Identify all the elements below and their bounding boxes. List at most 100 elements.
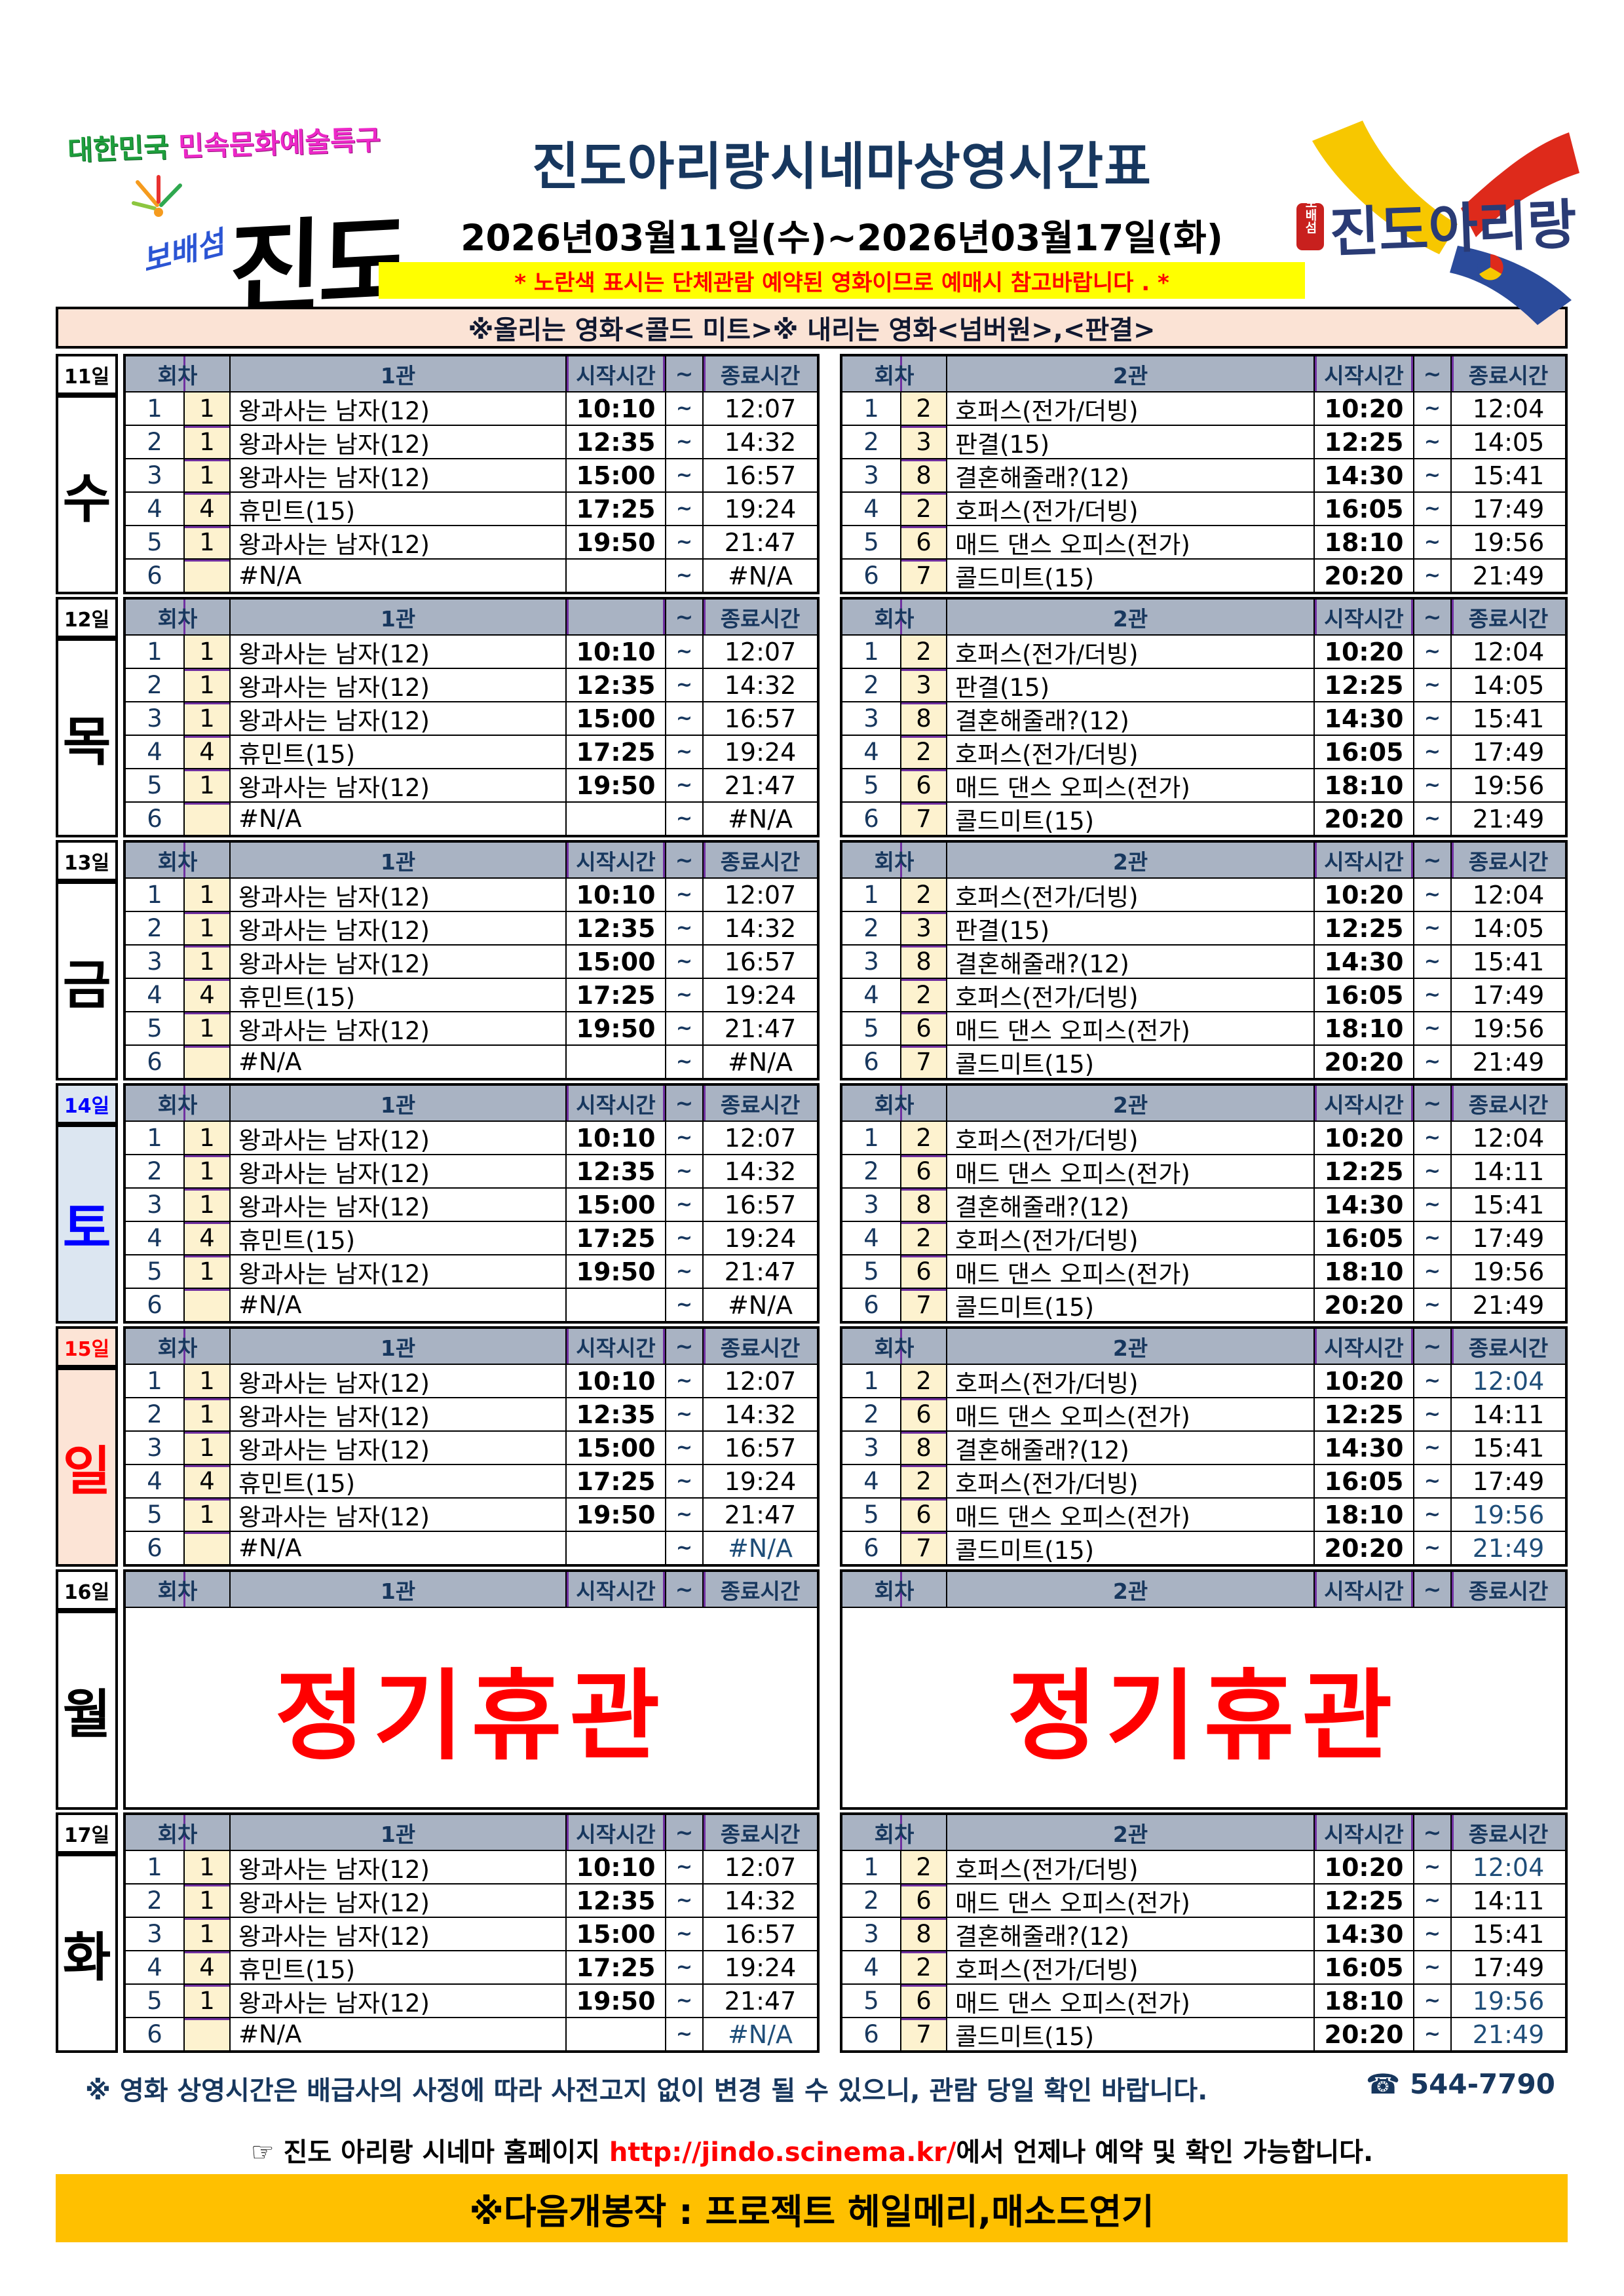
movie-title: 왕과사는 남자(12): [231, 912, 565, 944]
end-time: 16:57: [704, 459, 817, 491]
tilde: ~: [666, 1532, 702, 1564]
tilde: ~: [666, 392, 702, 425]
taegeuk-swirl-icon: [1477, 254, 1503, 280]
movie-title: 호퍼스(전가/더빙): [947, 1951, 1313, 1983]
end-time: 21:49: [1452, 1289, 1565, 1321]
tilde: ~: [666, 1155, 702, 1187]
col-header-start: 시작시간: [1315, 600, 1413, 634]
tilde: ~: [666, 1985, 702, 2017]
end-time: 21:47: [704, 769, 817, 801]
screen-code: 1: [185, 636, 229, 668]
screen-code: 1: [185, 1189, 229, 1221]
movie-title: 왕과사는 남자(12): [231, 1189, 565, 1221]
seal-text: 보배섬: [1303, 197, 1317, 234]
end-time: 12:07: [704, 1851, 817, 1883]
col-header-start: 시작시간: [1315, 843, 1413, 877]
end-time: 21:49: [1452, 2018, 1565, 2050]
col-header-end: 종료시간: [1452, 600, 1565, 634]
date-range: 2026년03월11일(수)~2026년03월17일(화): [461, 217, 1223, 259]
tilde: ~: [666, 1012, 702, 1044]
col-header-round: 회차: [126, 1329, 229, 1364]
disclaimer-notice: ※ 영화 상영시간은 배급사의 사정에 따라 사전고지 없이 변경 될 수 있으…: [85, 2076, 1208, 2106]
start-time: 15:00: [567, 1432, 665, 1464]
start-time: 14:30: [1315, 946, 1413, 978]
tilde: ~: [1414, 1046, 1450, 1078]
start-time: 20:20: [1315, 1532, 1413, 1564]
end-time: 19:24: [704, 1465, 817, 1497]
movie-title: 결혼해줄래?(12): [947, 459, 1313, 491]
end-time: #N/A: [704, 803, 817, 835]
homepage-url[interactable]: http://jindo.scinema.kr/: [609, 2137, 956, 2168]
start-time: 16:05: [1315, 979, 1413, 1011]
col-header-tilde: ~: [1414, 843, 1450, 877]
end-time: 21:47: [704, 1499, 817, 1531]
yellow-highlight-notice: * 노란색 표시는 단체관람 예약된 영화이므로 예매시 참고바랍니다 . *: [379, 262, 1305, 299]
tilde: ~: [1414, 1532, 1450, 1564]
tilde: ~: [1414, 803, 1450, 835]
screen-code: 1: [185, 392, 229, 425]
screen-code: 2: [901, 879, 946, 911]
start-time: 10:20: [1315, 1122, 1413, 1154]
end-time: 19:24: [704, 1222, 817, 1254]
start-time: 12:35: [567, 1885, 665, 1917]
end-time: 12:04: [1452, 636, 1565, 668]
movie-title: 매드 댄스 오피스(전가): [947, 1012, 1313, 1044]
movie-title: 왕과사는 남자(12): [231, 1365, 565, 1397]
end-time: 19:56: [1452, 1012, 1565, 1044]
col-header-end: 종료시간: [704, 1086, 817, 1120]
start-time: 19:50: [567, 1499, 665, 1531]
start-time: 17:25: [567, 493, 665, 525]
end-time: 16:57: [704, 1918, 817, 1950]
day-date-label: 16일: [56, 1569, 118, 1611]
theater-name: 2관: [947, 1572, 1313, 1607]
round-number: 1: [842, 1365, 900, 1397]
round-number: 4: [126, 736, 183, 768]
end-time: 21:47: [704, 1255, 817, 1288]
movie-title: 왕과사는 남자(12): [231, 459, 565, 491]
end-time: 21:49: [1452, 560, 1565, 592]
movie-title: #N/A: [231, 560, 565, 592]
end-time: 19:24: [704, 736, 817, 768]
theater-name: 2관: [947, 1086, 1313, 1120]
start-time: 20:20: [1315, 2018, 1413, 2050]
screen-code: [185, 803, 229, 835]
tilde: ~: [666, 669, 702, 701]
schedule-table-16일-1관: 회차 1관 시작시간 ~ 종료시간 정기휴관: [123, 1569, 820, 1810]
col-header-round: 회차: [126, 1086, 229, 1120]
end-time: 12:04: [1452, 879, 1565, 911]
tilde: ~: [1414, 1432, 1450, 1464]
day-name-label: 금: [56, 881, 118, 1081]
col-header-end: 종료시간: [1452, 1572, 1565, 1607]
movie-title: 판결(15): [947, 912, 1313, 944]
col-header-round: 회차: [126, 356, 229, 391]
movie-title: 콜드미트(15): [947, 1289, 1313, 1321]
screen-code: 8: [901, 459, 946, 491]
start-time: 15:00: [567, 1189, 665, 1221]
end-time: 19:56: [1452, 526, 1565, 558]
movie-title: 결혼해줄래?(12): [947, 946, 1313, 978]
theater-name: 2관: [947, 600, 1313, 634]
tilde: ~: [666, 1432, 702, 1464]
schedule-table-11일-2관: 회차 2관 시작시간 ~ 종료시간 1 2 호퍼스(전가/더빙) 10:20 ~12:04 2 3 판결…: [840, 354, 1568, 594]
tilde: ~: [1414, 1122, 1450, 1154]
start-time: [567, 1289, 665, 1321]
start-time: 16:05: [1315, 1951, 1413, 1983]
screen-code: 1: [185, 1918, 229, 1950]
tilde: ~: [666, 459, 702, 491]
movie-title: 왕과사는 남자(12): [231, 1012, 565, 1044]
sparkle-icon: [132, 175, 182, 217]
round-number: 4: [126, 1465, 183, 1497]
start-time: [567, 560, 665, 592]
screen-code: 6: [901, 1499, 946, 1531]
round-number: 2: [842, 1155, 900, 1187]
schedule-table-12일-1관: 회차 1관 ~ 종료시간 1 1 왕과사는 남자(12) 10:10 ~12:07 2 1 왕과사는 …: [123, 597, 820, 837]
end-time: 14:32: [704, 912, 817, 944]
screen-code: 1: [185, 669, 229, 701]
tilde: ~: [666, 1499, 702, 1531]
tilde: ~: [666, 912, 702, 944]
col-header-end: 종료시간: [704, 356, 817, 391]
tilde: ~: [1414, 392, 1450, 425]
movie-title: 왕과사는 남자(12): [231, 1918, 565, 1950]
movie-title: 휴민트(15): [231, 493, 565, 525]
col-header-tilde: ~: [666, 1329, 702, 1364]
